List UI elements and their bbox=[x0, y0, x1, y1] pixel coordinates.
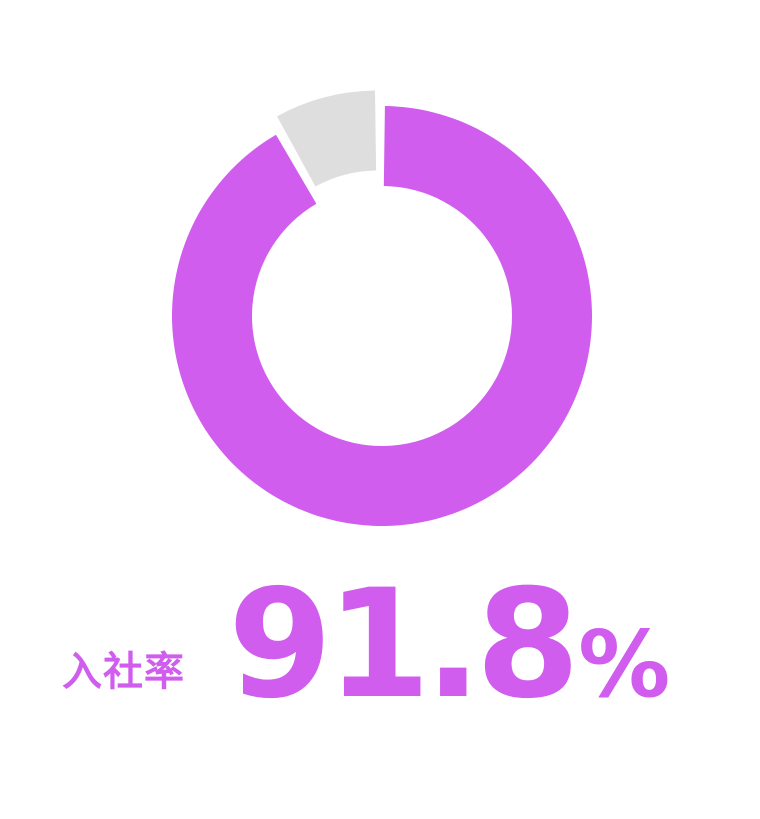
hire-rate-label: 入社率 bbox=[62, 649, 185, 695]
donut-slice-hire bbox=[171, 106, 592, 526]
hire-rate-unit: % bbox=[578, 611, 671, 718]
hire-rate-number: 91.8 bbox=[228, 558, 580, 732]
hire-rate-value: 91.8% bbox=[228, 570, 670, 720]
hire-rate-stat: 入社率 91.8% bbox=[0, 560, 760, 760]
donut-chart bbox=[171, 90, 592, 526]
donut-slice-remainder bbox=[277, 90, 377, 187]
